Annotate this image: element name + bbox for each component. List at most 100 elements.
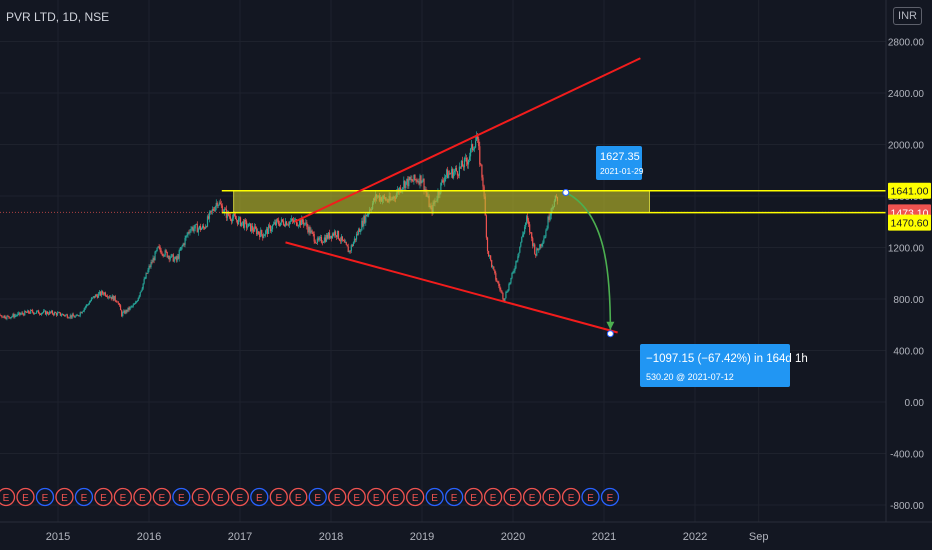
candle-body [534, 244, 536, 254]
y-tick-label: 2400.00 [888, 89, 925, 100]
earnings-badge [483, 487, 503, 507]
candle-body [509, 282, 511, 285]
candle-body [255, 226, 257, 229]
x-tick-label: 2017 [228, 531, 252, 543]
earnings-badge-label: E [42, 493, 49, 504]
candle-body [175, 256, 177, 261]
candle-body [72, 314, 74, 317]
candle-body [346, 244, 348, 247]
candle-body [400, 187, 402, 192]
candle-body [32, 310, 34, 313]
candle-body [244, 220, 247, 222]
candle-body [514, 268, 516, 271]
candle-body [34, 313, 36, 315]
candle-body [495, 273, 497, 280]
candle-body [503, 298, 505, 302]
earnings-badge-label: E [178, 493, 185, 504]
candle-body [339, 240, 342, 242]
candle-body [300, 220, 302, 226]
candle-body [167, 255, 169, 258]
candle-body [411, 179, 413, 181]
earnings-badge-label: E [431, 493, 438, 504]
candle-body [526, 216, 528, 223]
candle-body [328, 232, 331, 239]
earnings-badge-label: E [470, 493, 477, 504]
candle-body [220, 204, 222, 206]
candle-body [456, 171, 459, 176]
candle-body [166, 251, 168, 258]
candle-body [272, 224, 275, 226]
candle-body [519, 246, 521, 253]
candle-body [117, 302, 119, 304]
candle-body [350, 245, 352, 251]
candle-body [148, 266, 150, 270]
candle-body [76, 315, 78, 316]
chart-title: PVR LTD, 1D, NSE [6, 10, 110, 24]
earnings-badge-label: E [139, 493, 146, 504]
candle-body [250, 223, 252, 232]
candle-body [348, 250, 350, 253]
candle-body [327, 232, 330, 239]
candle-body [301, 217, 303, 226]
candle-body [323, 237, 326, 243]
candle-body [308, 227, 310, 233]
candle-body [173, 258, 175, 262]
candle-body [482, 177, 484, 187]
currency-label[interactable]: INR [893, 7, 922, 25]
candle-body [207, 216, 210, 219]
candle-body [414, 174, 416, 180]
y-tick-label: 1200.00 [888, 244, 925, 255]
candle-body [186, 235, 188, 236]
candle-body [40, 313, 43, 315]
candle-body [87, 304, 89, 306]
candle-body [325, 234, 328, 242]
candle-body [292, 220, 295, 223]
candle-body [28, 310, 30, 313]
candle-body [341, 236, 343, 241]
candle-body [237, 218, 240, 225]
candle-body [111, 295, 113, 299]
candle-body [106, 296, 108, 298]
drawing-overlays[interactable] [0, 57, 886, 338]
candle-body [277, 220, 280, 224]
candle-body [183, 243, 185, 245]
earnings-badge [94, 487, 113, 507]
candle-body [43, 310, 46, 312]
candle-body [311, 230, 313, 232]
candle-body [169, 257, 171, 260]
candle-body [240, 222, 243, 226]
candle-body [416, 179, 418, 182]
candle-body [15, 315, 17, 317]
candle-body [481, 164, 483, 178]
candle-body [458, 166, 461, 176]
candle-body [212, 209, 214, 211]
candle-body [285, 221, 288, 226]
candle-body [515, 261, 517, 269]
candle-body [107, 296, 109, 298]
price-label-text: 1470.60 [891, 218, 929, 230]
candle-body [160, 250, 162, 254]
time-axis[interactable]: 2015 2016 2017 2018 2019 2020 2021 2022 Sep [46, 531, 769, 543]
candle-body [286, 224, 289, 226]
earnings-badge [152, 487, 172, 507]
candle-body [321, 242, 324, 244]
candle-body [158, 246, 160, 248]
candle-body [204, 226, 207, 229]
candle-body [507, 290, 509, 293]
candle-body [238, 217, 241, 219]
candle-body [345, 242, 347, 245]
candle-body [297, 225, 299, 227]
candle-body [468, 156, 471, 160]
candle-body [530, 232, 532, 234]
candle-body [472, 148, 475, 151]
earnings-badge [250, 487, 269, 507]
candle-body [122, 312, 124, 317]
candle-body [405, 181, 407, 189]
candle-body [197, 228, 199, 233]
candle-body [257, 231, 259, 235]
candle-body [41, 312, 44, 314]
candle-body [275, 219, 277, 225]
